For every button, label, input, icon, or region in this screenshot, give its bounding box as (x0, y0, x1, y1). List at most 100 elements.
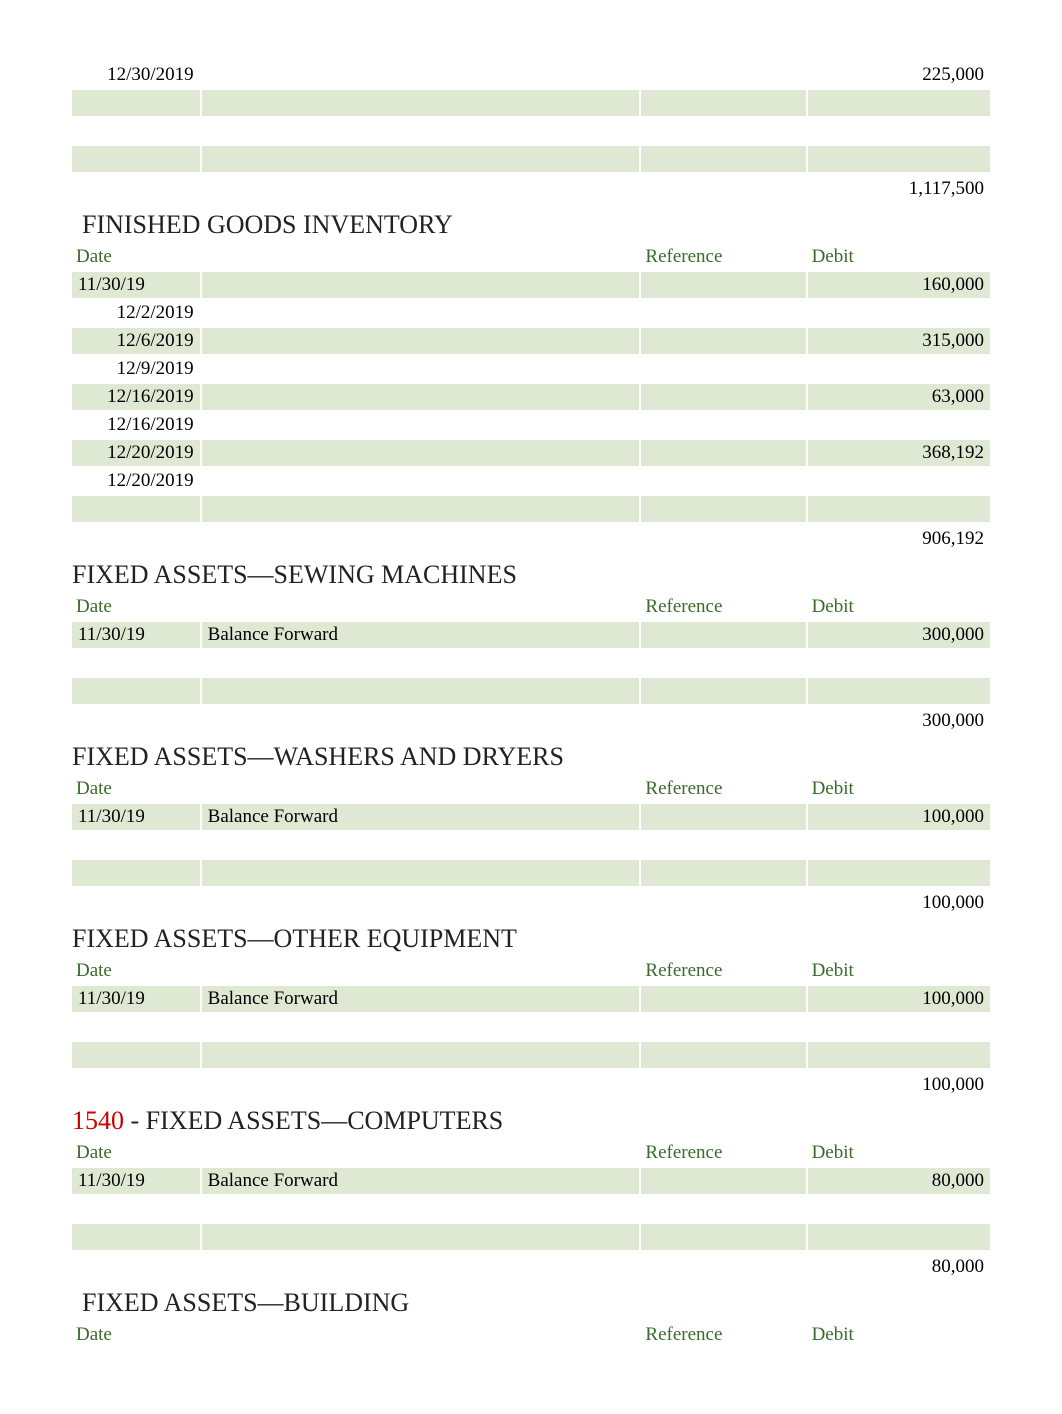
cell-date: 12/30/2019 (72, 62, 200, 88)
cell-date: 11/30/19 (72, 804, 200, 830)
cell-description (202, 440, 640, 466)
ledger-section: FIXED ASSETS—OTHER EQUIPMENTDateReferenc… (70, 924, 992, 1100)
cell-description (202, 384, 640, 410)
col-header-desc (202, 776, 640, 802)
cell-total-debit: 906,192 (808, 524, 990, 552)
cell-description (202, 412, 640, 438)
cell-debit: 80,000 (808, 1168, 990, 1194)
col-header-date: Date (72, 958, 200, 984)
ledger-header-row: DateReferenceDebit (72, 1140, 990, 1166)
cell-description (202, 832, 640, 858)
cell-description (202, 650, 640, 676)
ledger-body: 11/30/19Balance Forward300,000300,000 (72, 622, 990, 734)
col-header-desc (202, 958, 640, 984)
cell-debit (808, 468, 990, 494)
cell-reference (641, 300, 805, 326)
cell-reference (641, 146, 805, 172)
cell-empty (202, 888, 640, 916)
ledger-row: 12/9/2019 (72, 356, 990, 382)
ledger-row (72, 1014, 990, 1040)
cell-total-debit: 1,117,500 (808, 174, 990, 202)
ledger-row: 12/6/2019315,000 (72, 328, 990, 354)
col-header-reference: Reference (641, 594, 805, 620)
ledger-row: 12/16/201963,000 (72, 384, 990, 410)
col-header-date: Date (72, 776, 200, 802)
col-header-reference: Reference (641, 244, 805, 270)
section-title-text: FIXED ASSETS—COMPUTERS (146, 1106, 504, 1135)
cell-debit (808, 1196, 990, 1222)
section-title-text: FIXED ASSETS—SEWING MACHINES (72, 560, 517, 589)
ledger-row (72, 146, 990, 172)
ledger-total-row: 100,000 (72, 888, 990, 916)
cell-reference (641, 1042, 805, 1068)
cell-date (72, 650, 200, 676)
col-header-desc (202, 244, 640, 270)
cell-description (202, 496, 640, 522)
ledger-row: 12/20/2019 368,192 (72, 440, 990, 466)
ledger-table: DateReferenceDebit11/30/19160,00012/2/20… (70, 242, 992, 554)
ledger-row (72, 118, 990, 144)
section-title: FINISHED GOODS INVENTORY (82, 210, 992, 240)
cell-description (202, 678, 640, 704)
ledger-section: FIXED ASSETS—SEWING MACHINES DateReferenc… (70, 560, 992, 736)
col-header-desc (202, 594, 640, 620)
cell-description: Balance Forward (202, 1168, 640, 1194)
cell-date: 12/20/2019 (72, 440, 200, 466)
cell-empty (641, 524, 805, 552)
ledger-total-row: 300,000 (72, 706, 990, 734)
ledger-header-row: DateReferenceDebit (72, 958, 990, 984)
cell-description: Balance Forward (202, 804, 640, 830)
cell-description (202, 90, 640, 116)
ledger-row: 12/2/2019 (72, 300, 990, 326)
cell-empty (202, 524, 640, 552)
ledger-row: 11/30/19Balance Forward100,000 (72, 804, 990, 830)
cell-debit (808, 300, 990, 326)
cell-description: Balance Forward (202, 986, 640, 1012)
cell-debit (808, 1042, 990, 1068)
ledger-body: 11/30/19Balance Forward100,000 100,000 (72, 986, 990, 1098)
ledger-total-row: 906,192 (72, 524, 990, 552)
cell-date (72, 1224, 200, 1250)
col-header-desc (202, 1140, 640, 1166)
ledger-total-row: 80,000 (72, 1252, 990, 1280)
cell-total-debit: 100,000 (808, 1070, 990, 1098)
cell-debit: 225,000 (808, 62, 990, 88)
cell-description (202, 300, 640, 326)
cell-date (72, 496, 200, 522)
cell-empty (641, 706, 805, 734)
cell-debit (808, 146, 990, 172)
ledger-table: DateReferenceDebit11/30/19Balance Forwar… (70, 1138, 992, 1282)
ledger-table: DateReferenceDebit11/30/19Balance Forwar… (70, 592, 992, 736)
ledger-fragment-top: 12/30/2019 225,000 1,117,500 (70, 60, 992, 204)
ledger-row: 11/30/19Balance Forward100,000 (72, 986, 990, 1012)
cell-reference (641, 1168, 805, 1194)
cell-debit (808, 650, 990, 676)
cell-empty (72, 174, 200, 202)
cell-debit (808, 1014, 990, 1040)
ledger-row: 12/30/2019 225,000 (72, 62, 990, 88)
cell-empty (202, 1252, 640, 1280)
col-header-debit: Debit (808, 594, 990, 620)
ledger-table: 12/30/2019 225,000 1,117,500 (70, 60, 992, 204)
cell-reference (641, 860, 805, 886)
cell-empty (72, 524, 200, 552)
ledger-table: DateReferenceDebit (70, 1320, 992, 1350)
ledger-header-row: DateReferenceDebit (72, 244, 990, 270)
cell-debit (808, 678, 990, 704)
col-header-reference: Reference (641, 1140, 805, 1166)
cell-total-debit: 100,000 (808, 888, 990, 916)
cell-total-debit: 300,000 (808, 706, 990, 734)
cell-debit: 160,000 (808, 272, 990, 298)
cell-description (202, 356, 640, 382)
cell-empty (72, 706, 200, 734)
ledger-body-topfrag: 12/30/2019 225,000 1,117,500 (72, 62, 990, 202)
cell-description (202, 1042, 640, 1068)
cell-debit: 63,000 (808, 384, 990, 410)
cell-reference (641, 468, 805, 494)
ledger-body: 11/30/19Balance Forward100,000 100,000 (72, 804, 990, 916)
ledger-table: DateReferenceDebit11/30/19Balance Forwar… (70, 774, 992, 918)
cell-date (72, 678, 200, 704)
ledger-row: 12/16/2019 (72, 412, 990, 438)
cell-debit: 368,192 (808, 440, 990, 466)
ledger-section: FIXED ASSETS—WASHERS AND DRYERSDateRefer… (70, 742, 992, 918)
